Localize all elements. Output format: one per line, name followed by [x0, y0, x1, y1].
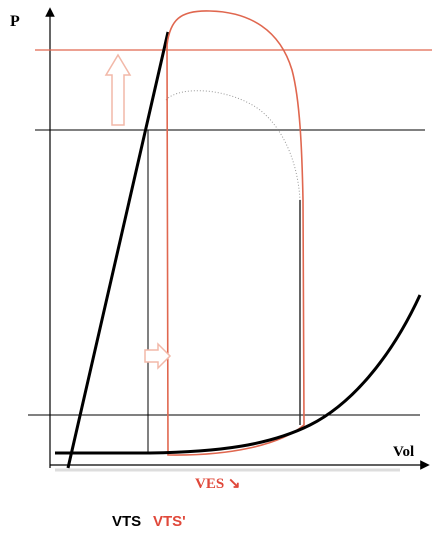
vts-prime-label: VTS' — [153, 513, 186, 530]
original-loop — [165, 90, 301, 201]
edpvr-curve — [55, 294, 422, 455]
espvr-line — [66, 31, 170, 469]
x-axis-label: Vol — [393, 444, 414, 460]
right-arrow — [144, 342, 172, 370]
ves-label: VES ↘ — [195, 476, 241, 492]
pv-loop — [166, 10, 305, 456]
vts-label: VTS — [112, 513, 141, 530]
up-arrow — [104, 53, 132, 126]
y-axis-label: P — [10, 13, 20, 30]
